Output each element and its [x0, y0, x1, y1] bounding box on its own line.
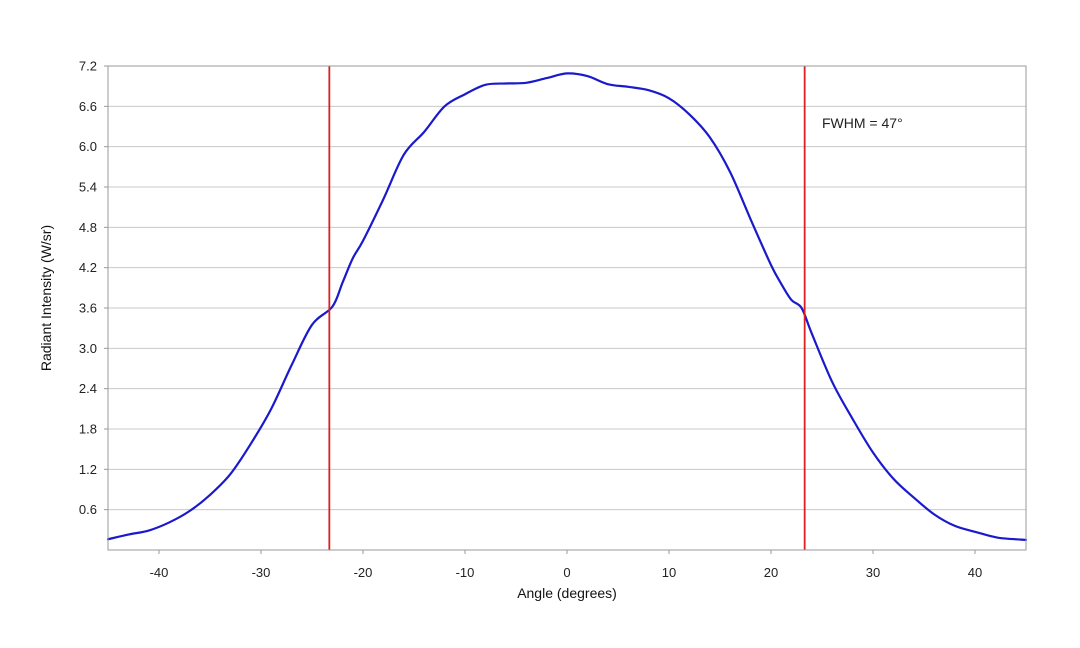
fwhm-annotation: FWHM = 47° — [822, 115, 903, 131]
y-axis-label: Radiant Intensity (W/sr) — [38, 225, 54, 371]
reference-lines — [328, 66, 806, 550]
y-tick-label: 1.8 — [79, 422, 97, 437]
x-tick-label: 20 — [764, 565, 778, 580]
y-tick-label: 1.2 — [79, 462, 97, 477]
x-tick-label: -10 — [456, 565, 475, 580]
y-tick-label: 6.6 — [79, 99, 97, 114]
y-tick-label: 3.0 — [79, 341, 97, 356]
y-tick-label: 2.4 — [79, 381, 97, 396]
x-tick-label: -30 — [252, 565, 271, 580]
series-group — [106, 72, 1028, 542]
x-tick-label: -40 — [150, 565, 169, 580]
x-tick-label: 30 — [866, 565, 880, 580]
y-tick-label: 5.4 — [79, 180, 97, 195]
y-tick-labels: 0.6 1.2 1.8 2.4 3.0 3.6 4.2 4.8 5.4 6.0 6.6 7.2 — [79, 59, 97, 518]
intensity-series-line — [106, 72, 1028, 542]
x-tick-label: -20 — [354, 565, 373, 580]
y-tick-label: 4.2 — [79, 260, 97, 275]
x-tick-label: 40 — [968, 565, 982, 580]
x-tick-label: 10 — [662, 565, 676, 580]
x-tick-label: 0 — [563, 565, 570, 580]
y-tick-label: 4.8 — [79, 220, 97, 235]
grid-lines — [104, 65, 1026, 554]
x-tick-labels: -40 -30 -20 -10 0 10 20 30 40 — [150, 565, 983, 580]
plot-frame — [107, 65, 1027, 551]
y-tick-label: 6.0 — [79, 139, 97, 154]
x-axis-label: Angle (degrees) — [517, 585, 617, 601]
y-tick-label: 7.2 — [79, 59, 97, 74]
y-tick-label: 0.6 — [79, 502, 97, 517]
y-tick-label: 3.6 — [79, 301, 97, 316]
annotations: FWHM = 47° — [822, 115, 903, 131]
